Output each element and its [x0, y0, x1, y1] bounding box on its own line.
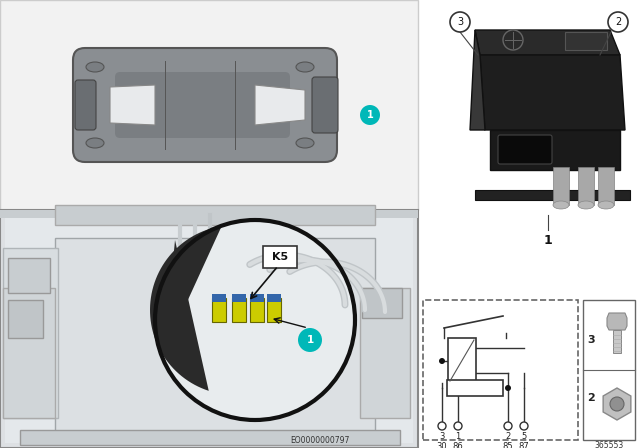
Bar: [583, 300, 635, 440]
Bar: [447, 380, 503, 396]
Ellipse shape: [598, 201, 614, 209]
Text: 3: 3: [457, 17, 463, 27]
Bar: [232, 294, 246, 302]
Circle shape: [450, 12, 470, 32]
Text: K5: K5: [272, 252, 288, 262]
Text: 2: 2: [615, 17, 621, 27]
Bar: [613, 330, 621, 353]
Bar: [250, 294, 264, 302]
FancyBboxPatch shape: [73, 48, 337, 162]
Text: 87: 87: [518, 441, 529, 448]
Ellipse shape: [86, 138, 104, 148]
Circle shape: [505, 385, 511, 391]
Circle shape: [298, 328, 322, 352]
Text: 1: 1: [543, 233, 552, 246]
Text: 5: 5: [522, 431, 527, 440]
FancyBboxPatch shape: [312, 77, 338, 133]
Bar: [3, 248, 58, 418]
Ellipse shape: [296, 138, 314, 148]
Polygon shape: [475, 190, 630, 200]
Ellipse shape: [553, 201, 569, 209]
Bar: [55, 205, 375, 225]
Text: 2: 2: [587, 393, 595, 403]
Bar: [598, 167, 614, 205]
FancyBboxPatch shape: [498, 135, 552, 164]
Circle shape: [439, 358, 445, 364]
Bar: [578, 167, 594, 205]
Polygon shape: [607, 313, 627, 330]
Bar: [360, 288, 410, 418]
Text: 30: 30: [436, 441, 447, 448]
Circle shape: [438, 422, 446, 430]
Bar: [5, 215, 413, 443]
Circle shape: [610, 397, 624, 411]
Bar: [20, 430, 400, 445]
Bar: [8, 258, 50, 293]
Bar: [232, 298, 246, 322]
Bar: [250, 298, 264, 322]
Text: EO0000000797: EO0000000797: [291, 435, 350, 444]
Text: 1: 1: [307, 335, 314, 345]
FancyBboxPatch shape: [263, 246, 297, 268]
Circle shape: [454, 422, 462, 430]
Polygon shape: [480, 55, 625, 130]
Text: 1: 1: [367, 110, 373, 120]
Bar: [8, 300, 43, 338]
Bar: [0, 0, 418, 210]
Text: 1: 1: [456, 431, 461, 440]
Polygon shape: [470, 30, 485, 130]
Bar: [0, 210, 418, 448]
Ellipse shape: [578, 201, 594, 209]
Polygon shape: [490, 130, 620, 170]
Text: 86: 86: [452, 441, 463, 448]
Circle shape: [155, 220, 355, 420]
Bar: [0, 210, 418, 218]
Bar: [362, 288, 402, 318]
Bar: [212, 294, 226, 302]
Text: 85: 85: [502, 441, 513, 448]
Text: 365553: 365553: [595, 440, 623, 448]
Circle shape: [504, 422, 512, 430]
Polygon shape: [150, 226, 221, 391]
FancyBboxPatch shape: [115, 72, 290, 138]
Bar: [267, 298, 281, 322]
Circle shape: [608, 12, 628, 32]
Bar: [55, 238, 375, 433]
Bar: [423, 300, 578, 440]
Bar: [448, 338, 476, 383]
Polygon shape: [475, 30, 620, 55]
Text: 3: 3: [439, 431, 445, 440]
Ellipse shape: [296, 62, 314, 72]
Text: 2: 2: [506, 431, 511, 440]
Bar: [212, 298, 226, 322]
Text: 3: 3: [587, 335, 595, 345]
Ellipse shape: [86, 62, 104, 72]
Polygon shape: [603, 388, 631, 420]
Bar: [565, 32, 607, 50]
Circle shape: [360, 105, 380, 125]
Bar: [267, 294, 281, 302]
Bar: [3, 288, 55, 418]
Circle shape: [520, 422, 528, 430]
FancyBboxPatch shape: [75, 80, 96, 130]
Polygon shape: [110, 85, 155, 125]
Bar: [553, 167, 569, 205]
Polygon shape: [255, 85, 305, 125]
